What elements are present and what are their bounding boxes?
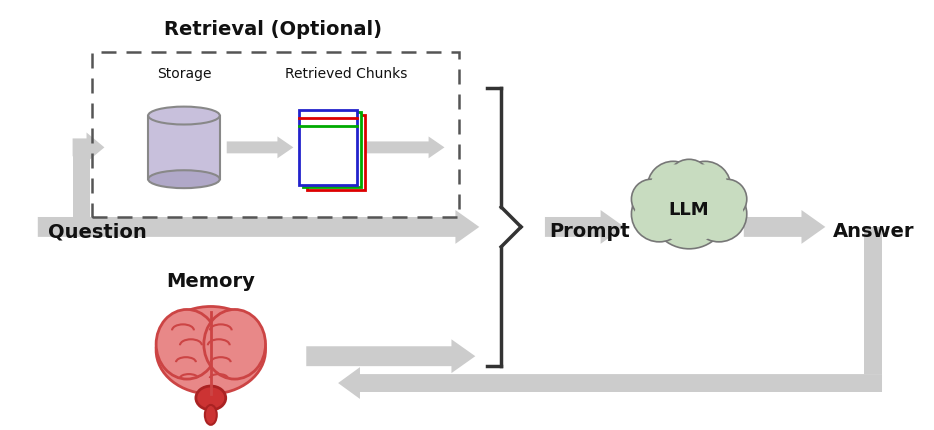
Circle shape bbox=[673, 174, 721, 221]
Circle shape bbox=[667, 160, 711, 203]
Bar bbox=[299, 111, 357, 186]
Ellipse shape bbox=[196, 386, 226, 410]
Circle shape bbox=[654, 175, 724, 245]
Circle shape bbox=[670, 163, 708, 201]
Circle shape bbox=[682, 165, 728, 210]
Circle shape bbox=[707, 180, 747, 219]
Ellipse shape bbox=[156, 307, 265, 394]
Text: Retrieval (Optional): Retrieval (Optional) bbox=[164, 19, 382, 38]
Polygon shape bbox=[37, 211, 479, 244]
Ellipse shape bbox=[149, 171, 219, 189]
Polygon shape bbox=[545, 211, 625, 244]
Circle shape bbox=[650, 165, 696, 210]
Polygon shape bbox=[306, 340, 475, 373]
Circle shape bbox=[691, 187, 747, 242]
Bar bbox=[304, 112, 361, 188]
Text: Answer: Answer bbox=[833, 222, 914, 241]
Text: Retrieved Chunks: Retrieved Chunks bbox=[285, 67, 407, 80]
Polygon shape bbox=[360, 137, 445, 159]
Circle shape bbox=[635, 190, 684, 239]
Bar bbox=[149, 116, 219, 180]
Bar bbox=[307, 115, 365, 190]
Ellipse shape bbox=[149, 108, 219, 125]
Text: Question: Question bbox=[48, 222, 147, 241]
Circle shape bbox=[660, 177, 702, 218]
Text: Memory: Memory bbox=[166, 271, 255, 290]
Circle shape bbox=[710, 182, 744, 217]
Circle shape bbox=[679, 162, 731, 214]
Circle shape bbox=[647, 162, 699, 214]
Circle shape bbox=[631, 180, 672, 219]
Text: Prompt: Prompt bbox=[549, 222, 630, 241]
Polygon shape bbox=[73, 133, 105, 163]
Circle shape bbox=[695, 190, 743, 239]
Ellipse shape bbox=[204, 310, 265, 379]
Ellipse shape bbox=[156, 310, 218, 379]
Polygon shape bbox=[743, 211, 826, 244]
Polygon shape bbox=[73, 148, 91, 221]
Polygon shape bbox=[227, 137, 293, 159]
Circle shape bbox=[676, 177, 718, 218]
Ellipse shape bbox=[205, 405, 217, 425]
Text: Storage: Storage bbox=[157, 67, 211, 80]
Circle shape bbox=[649, 170, 729, 249]
Circle shape bbox=[658, 174, 705, 221]
Polygon shape bbox=[338, 367, 882, 399]
Circle shape bbox=[631, 187, 687, 242]
Circle shape bbox=[634, 182, 669, 217]
Text: LLM: LLM bbox=[669, 200, 710, 218]
Polygon shape bbox=[864, 227, 882, 374]
